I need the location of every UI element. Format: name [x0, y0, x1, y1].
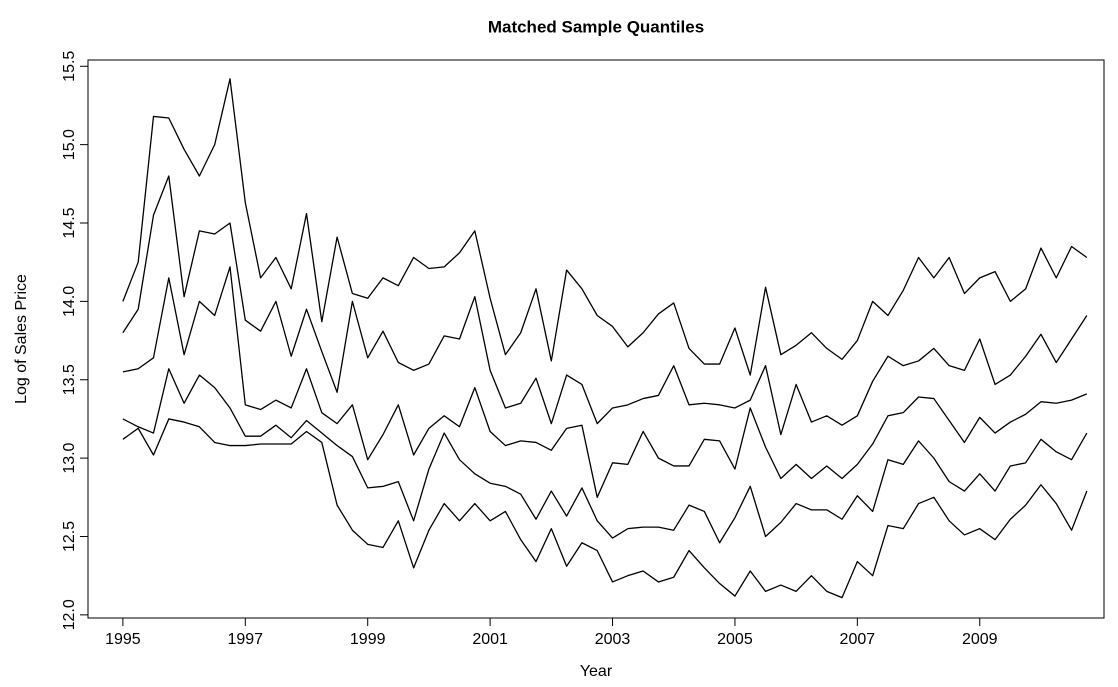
chart-title: Matched Sample Quantiles [488, 17, 704, 36]
x-tick-label: 2007 [840, 631, 876, 648]
y-tick-label: 12.0 [61, 599, 78, 630]
series-line [122, 78, 1088, 376]
y-tick-label: 15.0 [61, 129, 78, 160]
series-line [122, 368, 1088, 544]
y-tick-label: 14.5 [61, 207, 78, 238]
y-tick-label: 13.0 [61, 442, 78, 473]
y-tick-label: 13.5 [61, 364, 78, 395]
x-tick-label: 1999 [350, 631, 386, 648]
y-tick-label: 14.0 [61, 286, 78, 317]
plot-box [87, 59, 1105, 619]
y-axis-title: Log of Sales Price [13, 274, 30, 404]
series-line [122, 266, 1088, 498]
x-tick-label: 2005 [717, 631, 753, 648]
series-line [122, 418, 1088, 599]
x-tick-label: 2001 [472, 631, 508, 648]
x-tick-label: 1997 [227, 631, 263, 648]
y-tick-label: 12.5 [61, 521, 78, 552]
series-line [122, 175, 1088, 436]
x-tick-label: 2003 [595, 631, 631, 648]
y-tick-label: 15.5 [61, 51, 78, 82]
x-tick-label: 1995 [105, 631, 141, 648]
x-axis-title: Year [580, 663, 613, 680]
x-tick-label: 2009 [962, 631, 998, 648]
